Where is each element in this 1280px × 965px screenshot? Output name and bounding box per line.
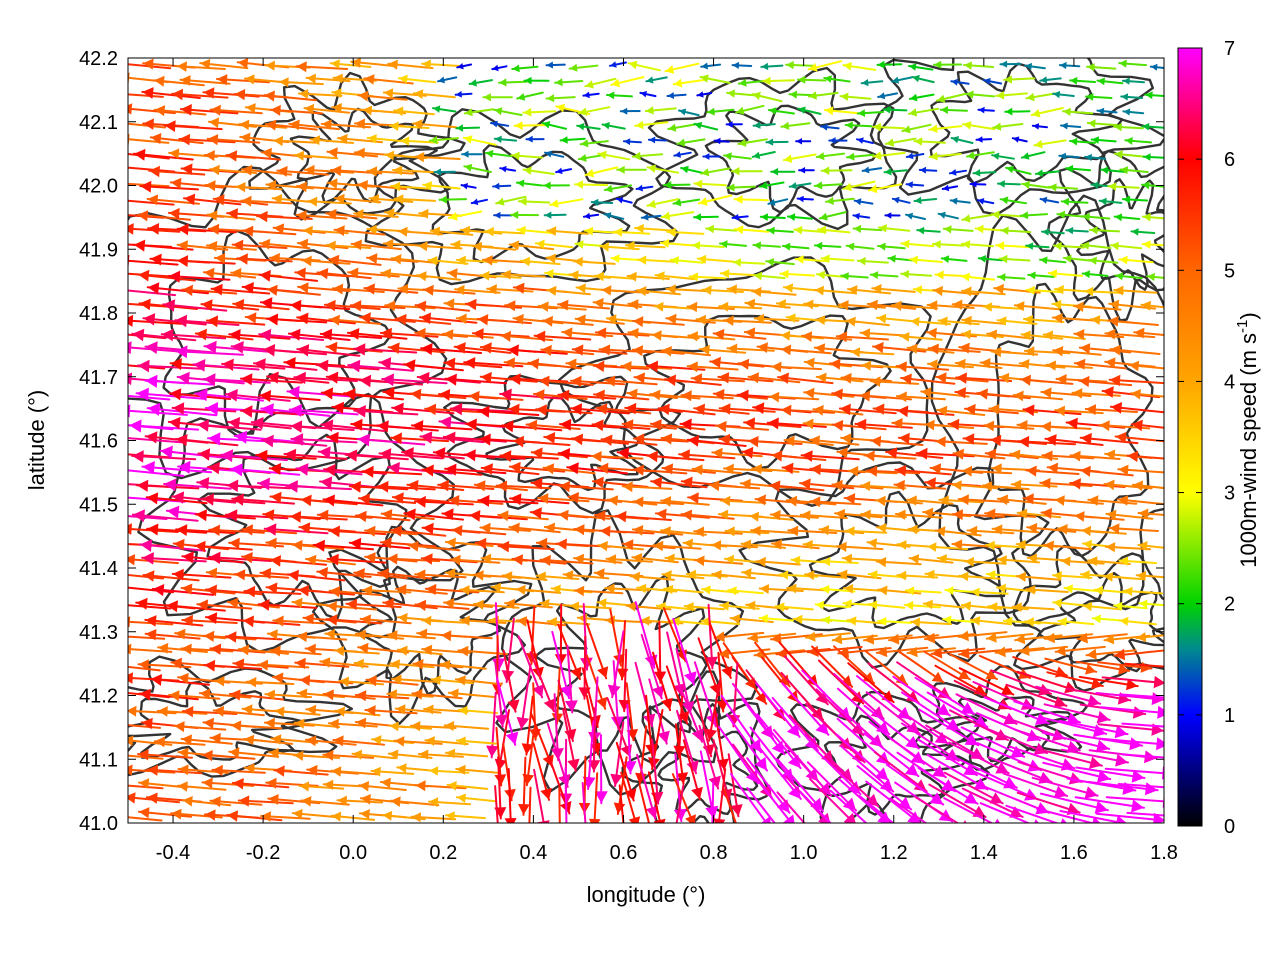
wind-arrow-head <box>900 827 914 840</box>
y-tick-label: 41.4 <box>79 558 118 580</box>
colorbar-tick-label: 4 <box>1224 371 1235 393</box>
wind-arrow-head <box>117 162 128 174</box>
x-tick-label: 1.0 <box>790 842 818 864</box>
wind-arrow-head <box>734 831 745 843</box>
wind-arrow-head <box>120 373 132 386</box>
x-tick-label: 1.2 <box>880 842 908 864</box>
wind-arrow-shaft <box>559 788 560 844</box>
wind-arrow-head <box>112 148 123 160</box>
colorbar-tick-label: 5 <box>1224 260 1235 282</box>
x-tick-label: 0.4 <box>519 842 547 864</box>
y-tick-label: 41.1 <box>79 749 118 771</box>
x-tick-label: 0.8 <box>700 842 728 864</box>
colorbar-tick-label: 3 <box>1224 483 1235 505</box>
colorbar-tick-label: 7 <box>1224 38 1235 60</box>
x-tick-label: 1.6 <box>1060 842 1088 864</box>
colorbar-scale <box>1178 48 1202 826</box>
y-axis-label: latitude (°) <box>24 390 49 491</box>
wind-arrow-head <box>121 523 132 535</box>
wind-arrow-head <box>107 208 118 220</box>
wind-arrow-head <box>104 418 117 431</box>
wind-arrow-head <box>580 837 593 849</box>
wind-arrow-head <box>122 103 133 114</box>
wind-arrow-head <box>112 538 123 550</box>
wind-arrow-head <box>777 829 790 843</box>
wind-arrow-head <box>493 836 505 848</box>
wind-arrow-head <box>713 818 725 830</box>
wind-arrow-head <box>835 828 848 841</box>
wind-arrow-head <box>120 616 131 627</box>
wind-arrow-head <box>645 830 657 842</box>
wind-arrow-head <box>111 268 122 280</box>
wind-arrow-head <box>115 464 128 477</box>
y-tick-label: 41.8 <box>79 303 118 325</box>
wind-arrow-head <box>120 341 132 354</box>
x-tick-label: 1.8 <box>1150 842 1178 864</box>
wind-arrow-head <box>809 829 822 842</box>
y-tick-label: 42.0 <box>79 176 118 198</box>
wind-arrow-head <box>117 195 128 207</box>
y-tick-label: 41.7 <box>79 367 118 389</box>
wind-arrow-head <box>117 178 127 189</box>
x-tick-label: 1.4 <box>970 842 998 864</box>
wind-arrow-head <box>589 819 601 830</box>
x-tick-label: 0.6 <box>610 842 638 864</box>
wind-arrow-head <box>122 765 133 776</box>
y-tick-label: 41.0 <box>79 813 118 835</box>
wind-arrow-head <box>668 836 680 848</box>
wind-arrow-head <box>109 779 120 790</box>
wind-arrow-head <box>554 834 566 845</box>
wind-arrow-head <box>107 660 118 671</box>
x-tick-label: 0.0 <box>339 842 367 864</box>
y-tick-label: 41.9 <box>79 239 118 261</box>
colorbar: 0 1 2 3 4 5 6 7 1000m-wind speed (m s-1) <box>1178 38 1261 838</box>
wind-arrow-head <box>112 599 123 611</box>
wind-arrow-head <box>104 327 116 339</box>
colorbar-tick-label: 2 <box>1224 594 1235 616</box>
wind-arrow-head <box>107 719 118 730</box>
y-tick-label: 42.1 <box>79 112 118 134</box>
colorbar-tick-label: 0 <box>1224 816 1235 838</box>
wind-arrow-head <box>868 824 881 837</box>
y-tick-label: 41.3 <box>79 622 118 644</box>
wind-arrow-head <box>108 88 119 100</box>
wind-arrow-head <box>933 825 947 837</box>
x-axis-label: longitude (°) <box>587 882 706 907</box>
x-tick-label: -0.2 <box>246 842 280 864</box>
x-tick-label: 0.2 <box>429 842 457 864</box>
wind-arrow-head <box>101 388 114 401</box>
colorbar-tick-label: 6 <box>1224 149 1235 171</box>
wind-arrow-head <box>118 404 130 417</box>
y-tick-label: 41.6 <box>79 431 118 453</box>
colorbar-label: 1000m-wind speed (m s-1) <box>1234 312 1261 567</box>
y-tick-label: 41.5 <box>79 494 118 516</box>
wind-arrow-head <box>505 818 517 829</box>
y-tick-label: 42.2 <box>79 48 118 70</box>
x-tick-label: -0.4 <box>156 842 190 864</box>
colorbar-tick-label: 1 <box>1224 705 1235 727</box>
wind-arrow-head <box>560 824 573 836</box>
wind-arrow-head <box>114 581 126 593</box>
wind-arrow-head <box>110 477 122 490</box>
wind-arrow-head <box>111 284 123 297</box>
wind-arrow-head <box>121 644 131 655</box>
wind-arrow-head <box>1163 795 1175 808</box>
wind-arrow-shaft <box>566 768 567 836</box>
y-tick-label: 41.2 <box>79 686 118 708</box>
